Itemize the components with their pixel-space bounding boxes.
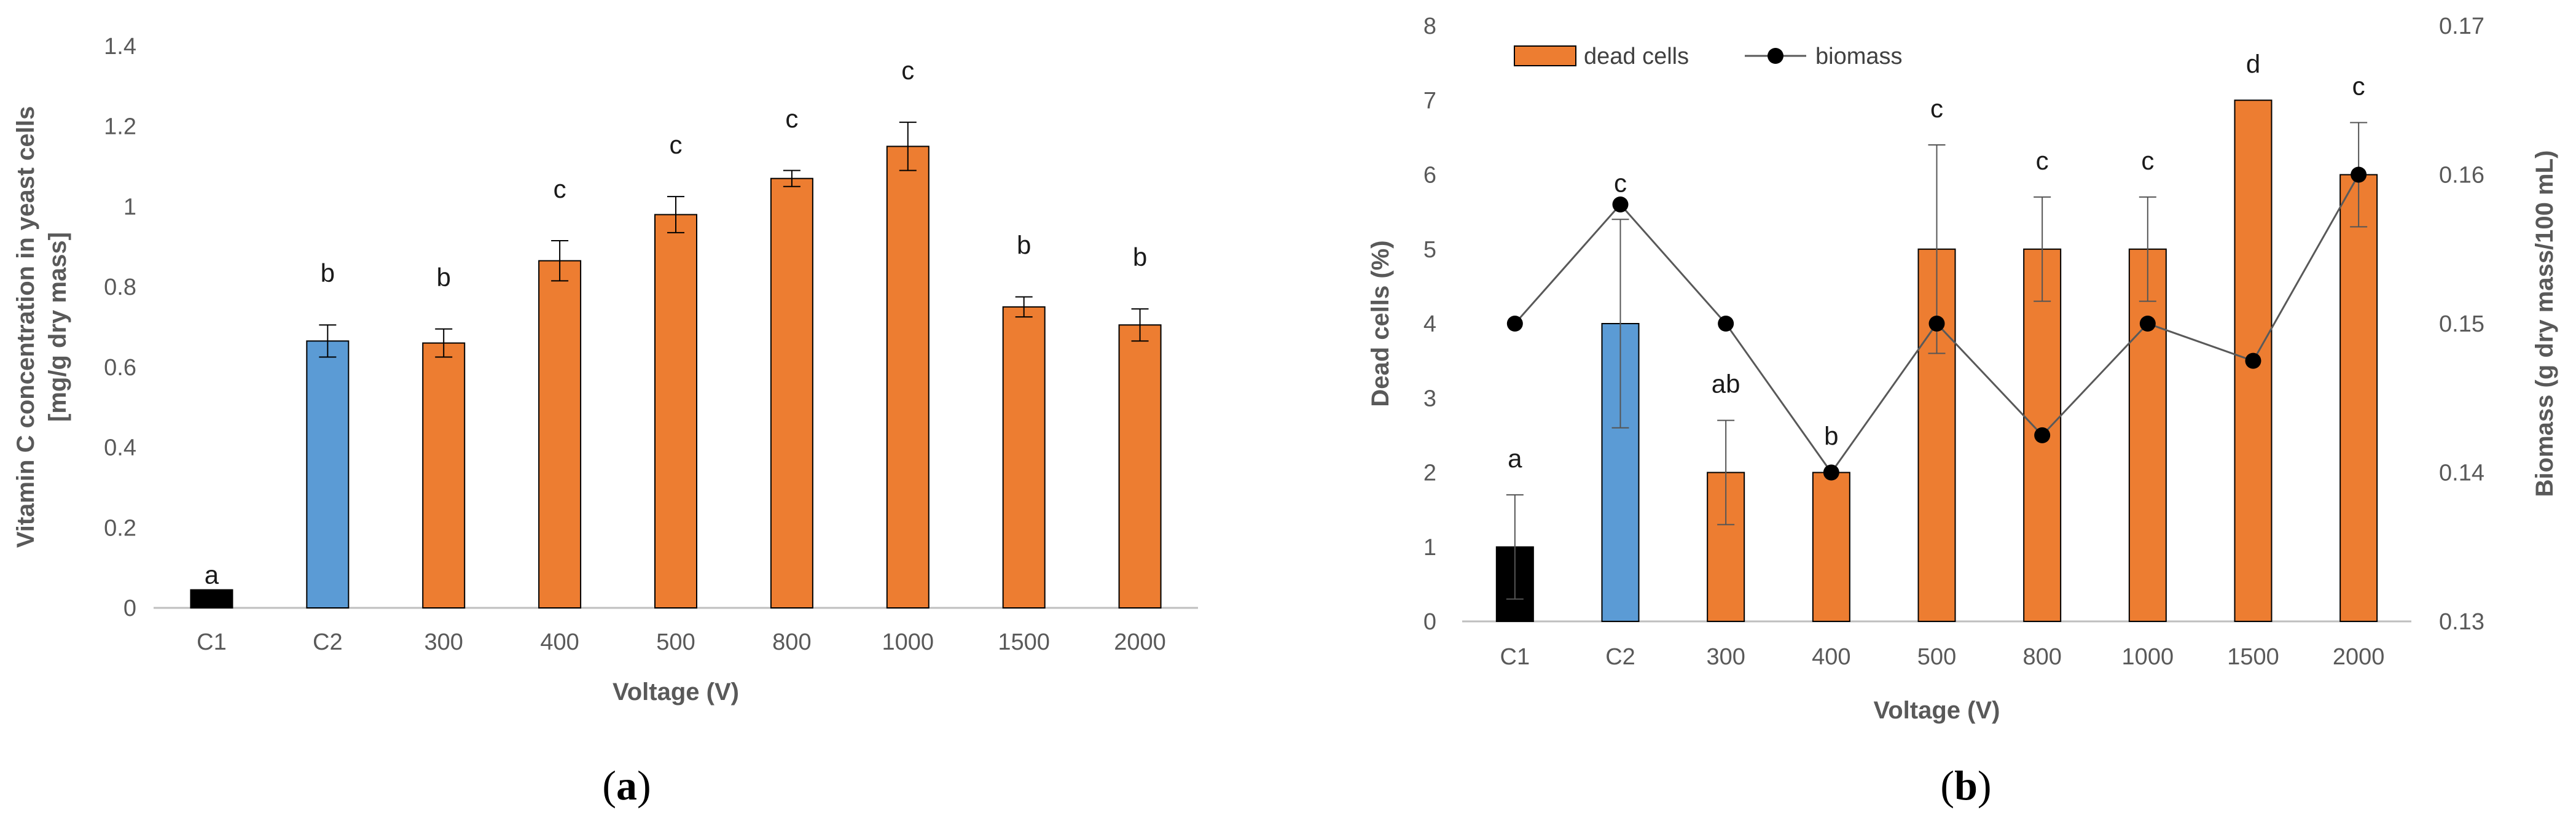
significance-label: b xyxy=(1133,243,1147,271)
y-right-tick-label: 0.13 xyxy=(2439,609,2484,635)
legend-marker-biomass xyxy=(1768,48,1783,64)
x-axis-title: Voltage (V) xyxy=(613,678,739,706)
bar xyxy=(886,146,930,608)
significance-label: c xyxy=(2352,72,2365,101)
significance-label: b xyxy=(1824,422,1838,451)
y-tick-label: 0.4 xyxy=(104,435,136,461)
x-tick-label: 1500 xyxy=(2227,644,2279,670)
x-tick-label: C2 xyxy=(313,629,343,655)
significance-label: b xyxy=(437,263,451,292)
legend-swatch-dead-cells xyxy=(1514,45,1576,66)
y-left-tick-label: 1 xyxy=(1423,535,1436,561)
x-tick-label: 500 xyxy=(656,629,695,655)
y-tick-label: 0.8 xyxy=(104,274,136,300)
y-left-tick-label: 5 xyxy=(1423,237,1436,263)
significance-label: b xyxy=(321,259,335,287)
x-tick-label: 2000 xyxy=(2333,644,2385,670)
biomass-point xyxy=(1718,316,1734,332)
y-left-tick-label: 7 xyxy=(1423,88,1436,114)
y-tick-label: 0 xyxy=(123,596,136,621)
bar xyxy=(190,589,233,609)
y-left-tick-label: 3 xyxy=(1423,386,1436,411)
chart-a: 0 0.2 0.4 0.6 0.8 1 1.2 1.4 a C1 b C2 b 300 c 400 c 500 c 8… xyxy=(12,34,1198,706)
y-left-tick-label: 4 xyxy=(1423,311,1436,337)
significance-label: c xyxy=(785,104,798,133)
x-tick-label: 300 xyxy=(425,629,463,655)
x-tick-label: 1000 xyxy=(882,629,934,655)
biomass-point xyxy=(1928,316,1945,332)
biomass-point xyxy=(2351,166,2367,183)
significance-label: d xyxy=(2246,49,2260,78)
significance-label: a xyxy=(205,561,219,589)
significance-label: c xyxy=(1614,168,1627,197)
y-tick-label: 1 xyxy=(123,194,136,220)
significance-label: c xyxy=(2036,146,2049,175)
x-tick-label: C1 xyxy=(197,629,227,655)
significance-label: ab xyxy=(1712,370,1740,399)
y-right-tick-label: 0.15 xyxy=(2439,311,2484,337)
y-axis-title-line2: [mg/g dry mass] xyxy=(44,232,71,422)
biomass-point xyxy=(2139,316,2156,332)
y-tick-label: 1.4 xyxy=(104,34,136,60)
significance-label: c xyxy=(670,130,683,159)
caption-b: (b) xyxy=(1940,762,1992,809)
legend-label-biomass: biomass xyxy=(1815,44,1903,69)
bar xyxy=(306,340,350,608)
biomass-point xyxy=(1823,464,1839,481)
biomass-point xyxy=(1506,316,1523,332)
biomass-point xyxy=(1612,196,1629,212)
y-right-tick-label: 0.16 xyxy=(2439,163,2484,189)
bar xyxy=(1812,472,1850,622)
x-tick-label: 400 xyxy=(540,629,579,655)
significance-label: b xyxy=(1017,230,1031,259)
bar xyxy=(2128,248,2167,622)
x-tick-label: 1000 xyxy=(2122,644,2174,670)
significance-label: c xyxy=(554,174,566,203)
x-tick-label: 300 xyxy=(1706,644,1745,670)
x-tick-label: 1500 xyxy=(998,629,1050,655)
biomass-point xyxy=(2034,427,2051,443)
bar xyxy=(1118,324,1162,608)
x-tick-label: 400 xyxy=(1812,644,1850,670)
legend-label-dead-cells: dead cells xyxy=(1584,44,1689,69)
chart-b: 0 1 2 3 4 5 6 7 8 0.13 0.14 0.15 0.16 0.17 a C1 c C2 ab 300… xyxy=(1367,14,2558,724)
y-left-tick-label: 8 xyxy=(1423,14,1436,39)
y-tick-label: 0.2 xyxy=(104,515,136,541)
x-tick-label: C1 xyxy=(1500,644,1530,670)
bar xyxy=(2339,174,2378,622)
bar xyxy=(538,260,582,608)
y-right-axis-title: Biomass (g dry mass/100 mL) xyxy=(2531,150,2558,497)
x-axis-title: Voltage (V) xyxy=(1874,697,2000,724)
x-tick-label: 2000 xyxy=(1114,629,1166,655)
y-left-tick-label: 6 xyxy=(1423,163,1436,189)
bar xyxy=(422,342,466,609)
significance-label: c xyxy=(2141,146,2154,175)
significance-label: a xyxy=(1508,444,1522,473)
y-left-tick-label: 0 xyxy=(1423,609,1436,635)
y-left-tick-label: 2 xyxy=(1423,461,1436,486)
bar xyxy=(770,177,813,608)
biomass-point xyxy=(2245,352,2261,369)
caption-a: (a) xyxy=(602,762,651,809)
x-tick-label: 800 xyxy=(2022,644,2061,670)
bar xyxy=(1002,306,1046,608)
y-tick-label: 1.2 xyxy=(104,114,136,140)
y-axis-title-line1: Vitamin C concentration in yeast cells xyxy=(12,106,39,548)
y-left-axis-title: Dead cells (%) xyxy=(1367,240,1394,406)
x-tick-label: 500 xyxy=(1917,644,1956,670)
bar xyxy=(654,214,697,608)
x-tick-label: 800 xyxy=(772,629,811,655)
x-tick-label: C2 xyxy=(1605,644,1635,670)
y-axis-title: Vitamin C concentration in yeast cells [m… xyxy=(12,106,71,548)
y-tick-label: 0.6 xyxy=(104,355,136,381)
significance-label: c xyxy=(1930,94,1943,123)
y-right-tick-label: 0.14 xyxy=(2439,461,2484,486)
y-right-tick-label: 0.17 xyxy=(2439,14,2484,39)
significance-label: c xyxy=(901,56,914,85)
